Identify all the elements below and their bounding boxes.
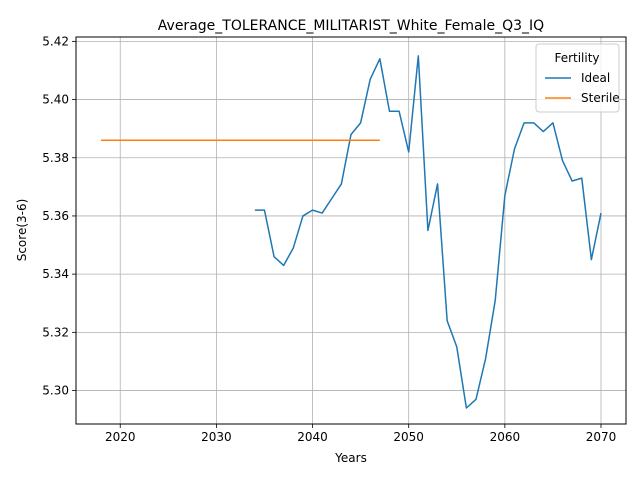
legend-label-ideal: Ideal — [581, 71, 610, 85]
plot-frame — [75, 36, 627, 425]
legend: Fertility Ideal Sterile — [535, 43, 620, 113]
x-axis-label: Years — [334, 451, 367, 465]
y-tick-label: 5.32 — [42, 325, 69, 339]
x-tick-label: 2050 — [393, 430, 424, 444]
chart-title: Average_TOLERANCE_MILITARIST_White_Femal… — [158, 18, 544, 34]
x-tick-label: 2040 — [297, 430, 328, 444]
y-tick-label: 5.38 — [42, 151, 69, 165]
y-tick-label: 5.42 — [42, 34, 69, 48]
y-axis-ticks: 5.30 5.32 5.34 5.36 5.38 5.40 5.42 — [42, 34, 76, 398]
x-tick-label: 2030 — [201, 430, 232, 444]
legend-label-sterile: Sterile — [581, 91, 620, 105]
x-tick-label: 2020 — [105, 430, 136, 444]
y-tick-label: 5.36 — [42, 209, 69, 223]
series-lines — [101, 55, 602, 409]
legend-box — [535, 43, 620, 113]
legend-title: Fertility — [554, 51, 599, 65]
y-tick-label: 5.34 — [42, 267, 69, 281]
x-tick-label: 2070 — [586, 430, 617, 444]
x-axis-ticks: 2020 2030 2040 2050 2060 2070 — [105, 424, 616, 444]
y-tick-label: 5.40 — [42, 93, 69, 107]
y-axis-label: Score(3-6) — [15, 199, 29, 262]
y-tick-label: 5.30 — [42, 384, 69, 398]
x-tick-label: 2060 — [490, 430, 521, 444]
series-line-ideal — [254, 55, 602, 409]
